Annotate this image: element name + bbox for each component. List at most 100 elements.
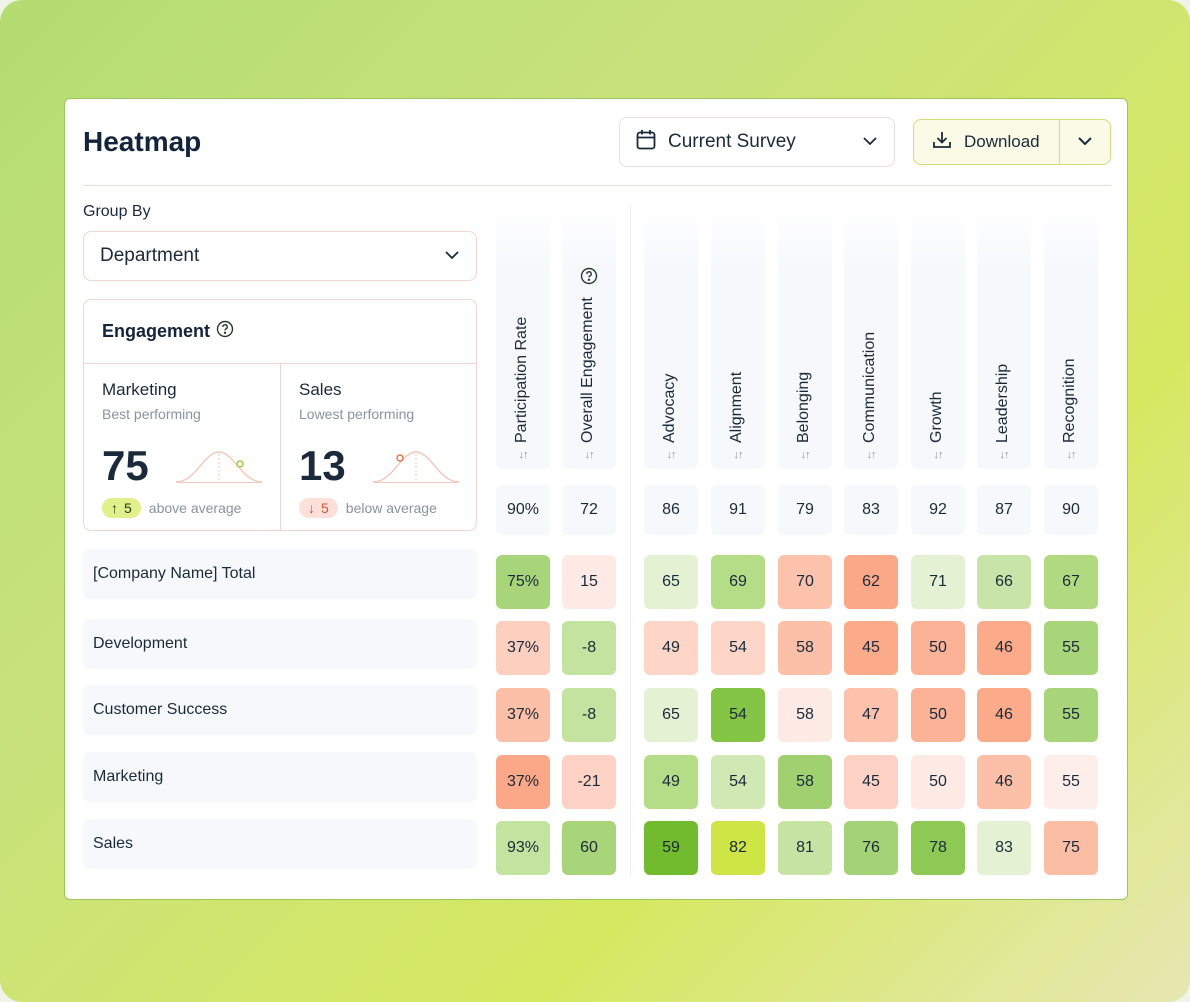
heatmap-cell[interactable]: 82	[711, 821, 765, 875]
distribution-curve-icon	[175, 451, 263, 483]
row-label[interactable]: [Company Name] Total	[83, 549, 477, 599]
best-delta-text: above average	[148, 500, 242, 516]
heatmap-cell[interactable]: 58	[778, 688, 832, 742]
heatmap-cell[interactable]: 37%	[496, 621, 550, 675]
download-button[interactable]: Download	[914, 120, 1060, 164]
heatmap-cell[interactable]: 78	[911, 821, 965, 875]
worst-dept-sub: Lowest performing	[299, 406, 415, 422]
heatmap-cell[interactable]: 55	[1044, 688, 1098, 742]
sort-icon[interactable]: ↓↑	[933, 449, 944, 461]
sort-icon[interactable]: ↓↑	[733, 449, 744, 461]
heatmap-cell[interactable]: 75	[1044, 821, 1098, 875]
heatmap-cell[interactable]: 54	[711, 755, 765, 809]
heatmap-cell[interactable]: 76	[844, 821, 898, 875]
heatmap-cell[interactable]: 50	[911, 755, 965, 809]
sort-icon[interactable]: ↓↑	[666, 449, 677, 461]
heatmap-cell[interactable]: 15	[562, 555, 616, 609]
help-icon[interactable]	[580, 267, 598, 290]
survey-select-label: Current Survey	[668, 131, 796, 152]
average-cell: 87	[977, 485, 1031, 535]
heatmap-cell[interactable]: 67	[1044, 555, 1098, 609]
column-header[interactable]: Alignment ↓↑	[711, 205, 765, 469]
heatmap-cell[interactable]: 50	[911, 688, 965, 742]
heatmap-cell[interactable]: 71	[911, 555, 965, 609]
download-button-group: Download	[913, 119, 1111, 165]
average-cell: 90%	[496, 485, 550, 535]
heatmap-cell[interactable]: 45	[844, 621, 898, 675]
download-icon	[932, 130, 952, 155]
heatmap-cell[interactable]: -8	[562, 688, 616, 742]
heatmap-cell[interactable]: 83	[977, 821, 1031, 875]
heatmap-cell[interactable]: 93%	[496, 821, 550, 875]
row-label[interactable]: Customer Success	[83, 685, 477, 735]
column-header[interactable]: Growth ↓↑	[911, 205, 965, 469]
best-dept-name: Marketing	[102, 380, 177, 399]
worst-delta-value: 5	[321, 500, 329, 516]
column-header-label: Alignment	[728, 371, 745, 443]
sort-icon[interactable]: ↓↑	[866, 449, 877, 461]
heatmap-cell[interactable]: 50	[911, 621, 965, 675]
column-divider	[630, 205, 631, 877]
heatmap-cell[interactable]: 81	[778, 821, 832, 875]
sort-icon[interactable]: ↓↑	[1066, 449, 1077, 461]
heatmap-cell[interactable]: 46	[977, 621, 1031, 675]
column-header-label: Advocacy	[661, 373, 678, 443]
sort-icon[interactable]: ↓↑	[800, 449, 811, 461]
worst-delta-text: below average	[345, 500, 437, 516]
heatmap-cell[interactable]: 54	[711, 688, 765, 742]
delta-down-badge: ↓ 5	[299, 498, 338, 518]
delta-up-badge: ↑ 5	[102, 498, 141, 518]
group-by-select[interactable]: Department	[83, 231, 477, 281]
column-header[interactable]: Communication ↓↑	[844, 205, 898, 469]
sort-icon[interactable]: ↓↑	[518, 449, 529, 461]
column-header-label: Communication	[861, 331, 878, 443]
heatmap-cell[interactable]: 75%	[496, 555, 550, 609]
heatmap-cell[interactable]: 58	[778, 621, 832, 675]
heatmap-cell[interactable]: 58	[778, 755, 832, 809]
heatmap-cell[interactable]: 60	[562, 821, 616, 875]
heatmap-cell[interactable]: 55	[1044, 621, 1098, 675]
column-header[interactable]: Participation Rate ↓↑	[496, 205, 550, 469]
heatmap-cell[interactable]: 66	[977, 555, 1031, 609]
heatmap-cell[interactable]: 49	[644, 621, 698, 675]
sort-icon[interactable]: ↓↑	[584, 449, 595, 461]
heatmap-cell[interactable]: 45	[844, 755, 898, 809]
download-options-button[interactable]	[1060, 133, 1110, 151]
column-header-label: Participation Rate	[513, 316, 530, 443]
heatmap-cell[interactable]: 46	[977, 688, 1031, 742]
row-label[interactable]: Marketing	[83, 752, 477, 802]
heatmap-cell[interactable]: 65	[644, 688, 698, 742]
help-icon[interactable]	[216, 320, 234, 343]
heatmap-cell[interactable]: 47	[844, 688, 898, 742]
group-by-label: Group By	[83, 203, 151, 220]
calendar-icon	[636, 129, 656, 156]
heatmap-cell[interactable]: 46	[977, 755, 1031, 809]
heatmap-cell[interactable]: 54	[711, 621, 765, 675]
column-header[interactable]: Leadership ↓↑	[977, 205, 1031, 469]
worst-dept-name: Sales	[299, 380, 342, 399]
heatmap-cell[interactable]: 49	[644, 755, 698, 809]
column-header[interactable]: Belonging ↓↑	[778, 205, 832, 469]
row-label[interactable]: Sales	[83, 819, 477, 869]
heatmap-cell[interactable]: -21	[562, 755, 616, 809]
column-header-label: Belonging	[795, 371, 812, 443]
row-label[interactable]: Development	[83, 619, 477, 669]
column-header[interactable]: Advocacy ↓↑	[644, 205, 698, 469]
heatmap-cell[interactable]: -8	[562, 621, 616, 675]
header-divider	[83, 185, 1111, 186]
best-dept-sub: Best performing	[102, 406, 201, 422]
heatmap-cell[interactable]: 37%	[496, 755, 550, 809]
heatmap-cell[interactable]: 37%	[496, 688, 550, 742]
column-header[interactable]: Overall Engagement ↓↑	[562, 205, 616, 469]
column-header[interactable]: Recognition ↓↑	[1044, 205, 1098, 469]
best-score: 75	[102, 442, 149, 489]
best-performing-panel: Marketing Best performing 75 ↑ 5 above a…	[84, 364, 281, 531]
survey-select[interactable]: Current Survey	[619, 117, 895, 167]
heatmap-cell[interactable]: 70	[778, 555, 832, 609]
heatmap-cell[interactable]: 62	[844, 555, 898, 609]
heatmap-cell[interactable]: 59	[644, 821, 698, 875]
heatmap-cell[interactable]: 55	[1044, 755, 1098, 809]
heatmap-cell[interactable]: 65	[644, 555, 698, 609]
heatmap-cell[interactable]: 69	[711, 555, 765, 609]
sort-icon[interactable]: ↓↑	[999, 449, 1010, 461]
